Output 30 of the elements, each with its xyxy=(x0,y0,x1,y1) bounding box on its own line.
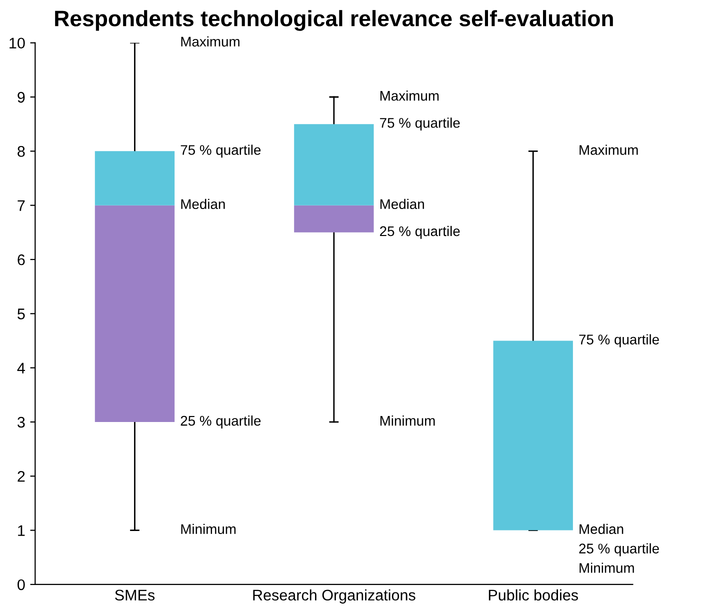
y-tick-label: 4 xyxy=(17,362,25,374)
x-tick-label: SMEs xyxy=(115,590,155,601)
annotation: Maximum xyxy=(380,90,439,101)
annotation: 25 % quartile xyxy=(579,543,659,556)
annotation: 75 % quartile xyxy=(180,144,261,158)
y-tick-label: 0 xyxy=(18,579,25,590)
x-tick-label: Research Organizations xyxy=(253,589,416,604)
y-tick-label: 6 xyxy=(18,254,25,266)
y-tick-label: 2 xyxy=(18,471,25,482)
annotation: 75 % quartile xyxy=(579,334,659,348)
y-tick-label: 7 xyxy=(18,200,25,211)
chart-title: Respondents technological relevance self-evaluation xyxy=(55,10,613,31)
y-tick-label: 8 xyxy=(18,146,25,157)
annotation: 25 % quartile xyxy=(180,416,261,428)
x-tick-label: Public bodies xyxy=(488,589,578,601)
y-tick-label: 5 xyxy=(18,308,25,320)
y-tick-label: 9 xyxy=(18,92,25,103)
annotation: Minimum xyxy=(181,524,236,534)
annotation: 75 % quartile xyxy=(380,118,460,131)
annotation: Median xyxy=(181,198,225,210)
annotation: Minimum xyxy=(380,416,435,426)
annotation: Median xyxy=(580,524,624,534)
annotation: Minimum xyxy=(580,562,634,573)
annotation: 25 % quartile xyxy=(380,226,460,239)
annotation: Maximum xyxy=(181,36,240,47)
y-tick-label: 1 xyxy=(18,525,25,536)
annotation: Median xyxy=(380,198,424,210)
annotation: Maximum xyxy=(580,144,638,155)
y-tick-label: 3 xyxy=(18,416,25,428)
y-tick-label: 10 xyxy=(10,38,25,49)
